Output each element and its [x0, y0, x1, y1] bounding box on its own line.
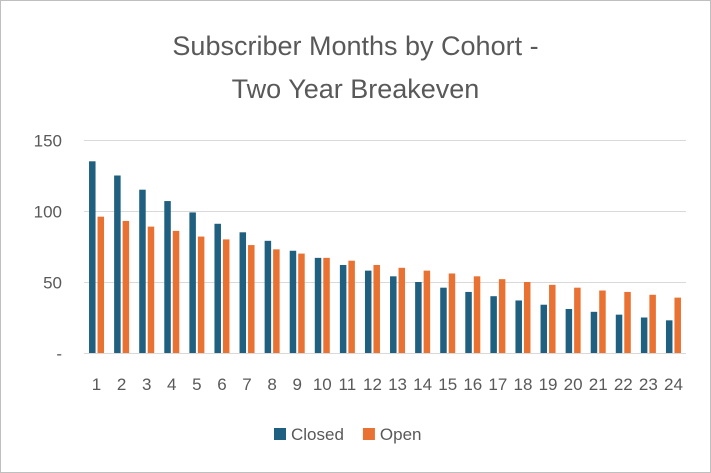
bar-closed-15 [440, 287, 447, 353]
x-tick-label: 11 [339, 375, 357, 394]
x-axis-labels: 1 2 3 4 5 6 7 8 9 10 11 12 13 14 15 16 17 18 19 20 21 22 23 24 [92, 375, 683, 394]
x-tick-label: 8 [267, 375, 276, 394]
legend-swatch-closed [274, 428, 286, 440]
bar-open-4 [172, 230, 180, 353]
x-tick-label: 12 [363, 375, 382, 394]
bar-open-6 [222, 239, 230, 353]
bar-open-13 [398, 267, 406, 353]
y-tick-label: 50 [43, 274, 62, 293]
chart-title-line-1: Subscriber Months by Cohort - [172, 31, 539, 61]
x-tick-label: 22 [614, 375, 633, 394]
y-tick-label: 150 [34, 132, 62, 151]
bar-open-11 [348, 260, 355, 353]
bar-closed-22 [615, 314, 623, 353]
x-tick-label: 23 [639, 375, 658, 394]
x-tick-label: 10 [313, 375, 332, 394]
bar-open-24 [674, 297, 681, 353]
bar-open-18 [523, 282, 531, 353]
legend-swatch-open [362, 428, 375, 440]
bar-closed-2 [114, 175, 121, 353]
bar-closed-7 [239, 232, 247, 353]
bar-closed-11 [339, 264, 347, 353]
x-tick-label: 9 [292, 375, 301, 394]
bar-closed-6 [214, 223, 221, 353]
x-tick-label: 2 [117, 375, 126, 394]
bars [89, 161, 681, 353]
bar-closed-3 [139, 189, 146, 353]
bar-closed-24 [665, 320, 673, 353]
bar-open-1 [97, 216, 105, 353]
chart-title-line-2: Two Year Breakeven [231, 74, 480, 104]
bar-closed-20 [565, 308, 573, 353]
chart-title: Subscriber Months by Cohort - Two Year B… [1, 25, 710, 111]
bar-closed-13 [390, 276, 397, 353]
bar-open-19 [549, 284, 556, 353]
bar-closed-9 [289, 250, 297, 353]
bar-closed-17 [490, 296, 497, 353]
bar-closed-14 [415, 282, 422, 353]
x-tick-label: 4 [167, 375, 176, 394]
bar-closed-4 [164, 201, 171, 353]
bar-open-3 [147, 226, 155, 353]
bar-closed-12 [364, 270, 372, 353]
bar-closed-1 [89, 161, 96, 353]
x-tick-label: 14 [413, 375, 432, 394]
y-tick-label: - [56, 345, 62, 364]
x-tick-label: 15 [438, 375, 457, 394]
legend-label-closed: Closed [291, 425, 344, 444]
y-axis-labels: - 50 100 150 [34, 132, 62, 364]
bar-closed-21 [590, 311, 598, 353]
bar-open-21 [599, 290, 606, 353]
bar-open-16 [473, 276, 481, 353]
bar-closed-10 [314, 257, 322, 353]
x-tick-label: 20 [564, 375, 583, 394]
legend: Closed Open [274, 425, 422, 444]
bar-closed-18 [515, 300, 522, 353]
x-tick-label: 18 [513, 375, 532, 394]
gridlines [84, 140, 686, 354]
bar-open-7 [248, 245, 255, 353]
bar-closed-19 [540, 304, 548, 353]
bar-closed-5 [189, 212, 196, 353]
x-tick-label: 21 [589, 375, 608, 394]
bar-open-14 [423, 270, 431, 353]
x-tick-label: 24 [664, 375, 683, 394]
bar-open-10 [323, 257, 330, 353]
bar-open-8 [273, 249, 280, 353]
x-tick-label: 19 [539, 375, 558, 394]
bar-open-15 [448, 273, 456, 353]
bar-open-12 [373, 264, 380, 353]
x-tick-label: 17 [488, 375, 507, 394]
legend-label-open: Open [380, 425, 422, 444]
y-tick-label: 100 [34, 203, 62, 222]
bar-open-17 [498, 279, 506, 353]
x-tick-label: 5 [192, 375, 201, 394]
bar-closed-16 [465, 291, 472, 353]
bar-open-5 [197, 236, 205, 353]
x-tick-label: 7 [242, 375, 251, 394]
bar-open-22 [624, 291, 631, 353]
x-tick-label: 13 [388, 375, 407, 394]
bar-open-2 [122, 220, 130, 353]
x-tick-label: 3 [142, 375, 151, 394]
bar-open-23 [649, 294, 656, 353]
x-tick-label: 16 [463, 375, 482, 394]
x-tick-label: 6 [217, 375, 226, 394]
bar-closed-8 [264, 240, 272, 353]
x-tick-label: 1 [92, 375, 101, 394]
bar-open-9 [298, 253, 305, 353]
bar-closed-23 [640, 317, 648, 353]
bar-open-20 [574, 287, 581, 353]
